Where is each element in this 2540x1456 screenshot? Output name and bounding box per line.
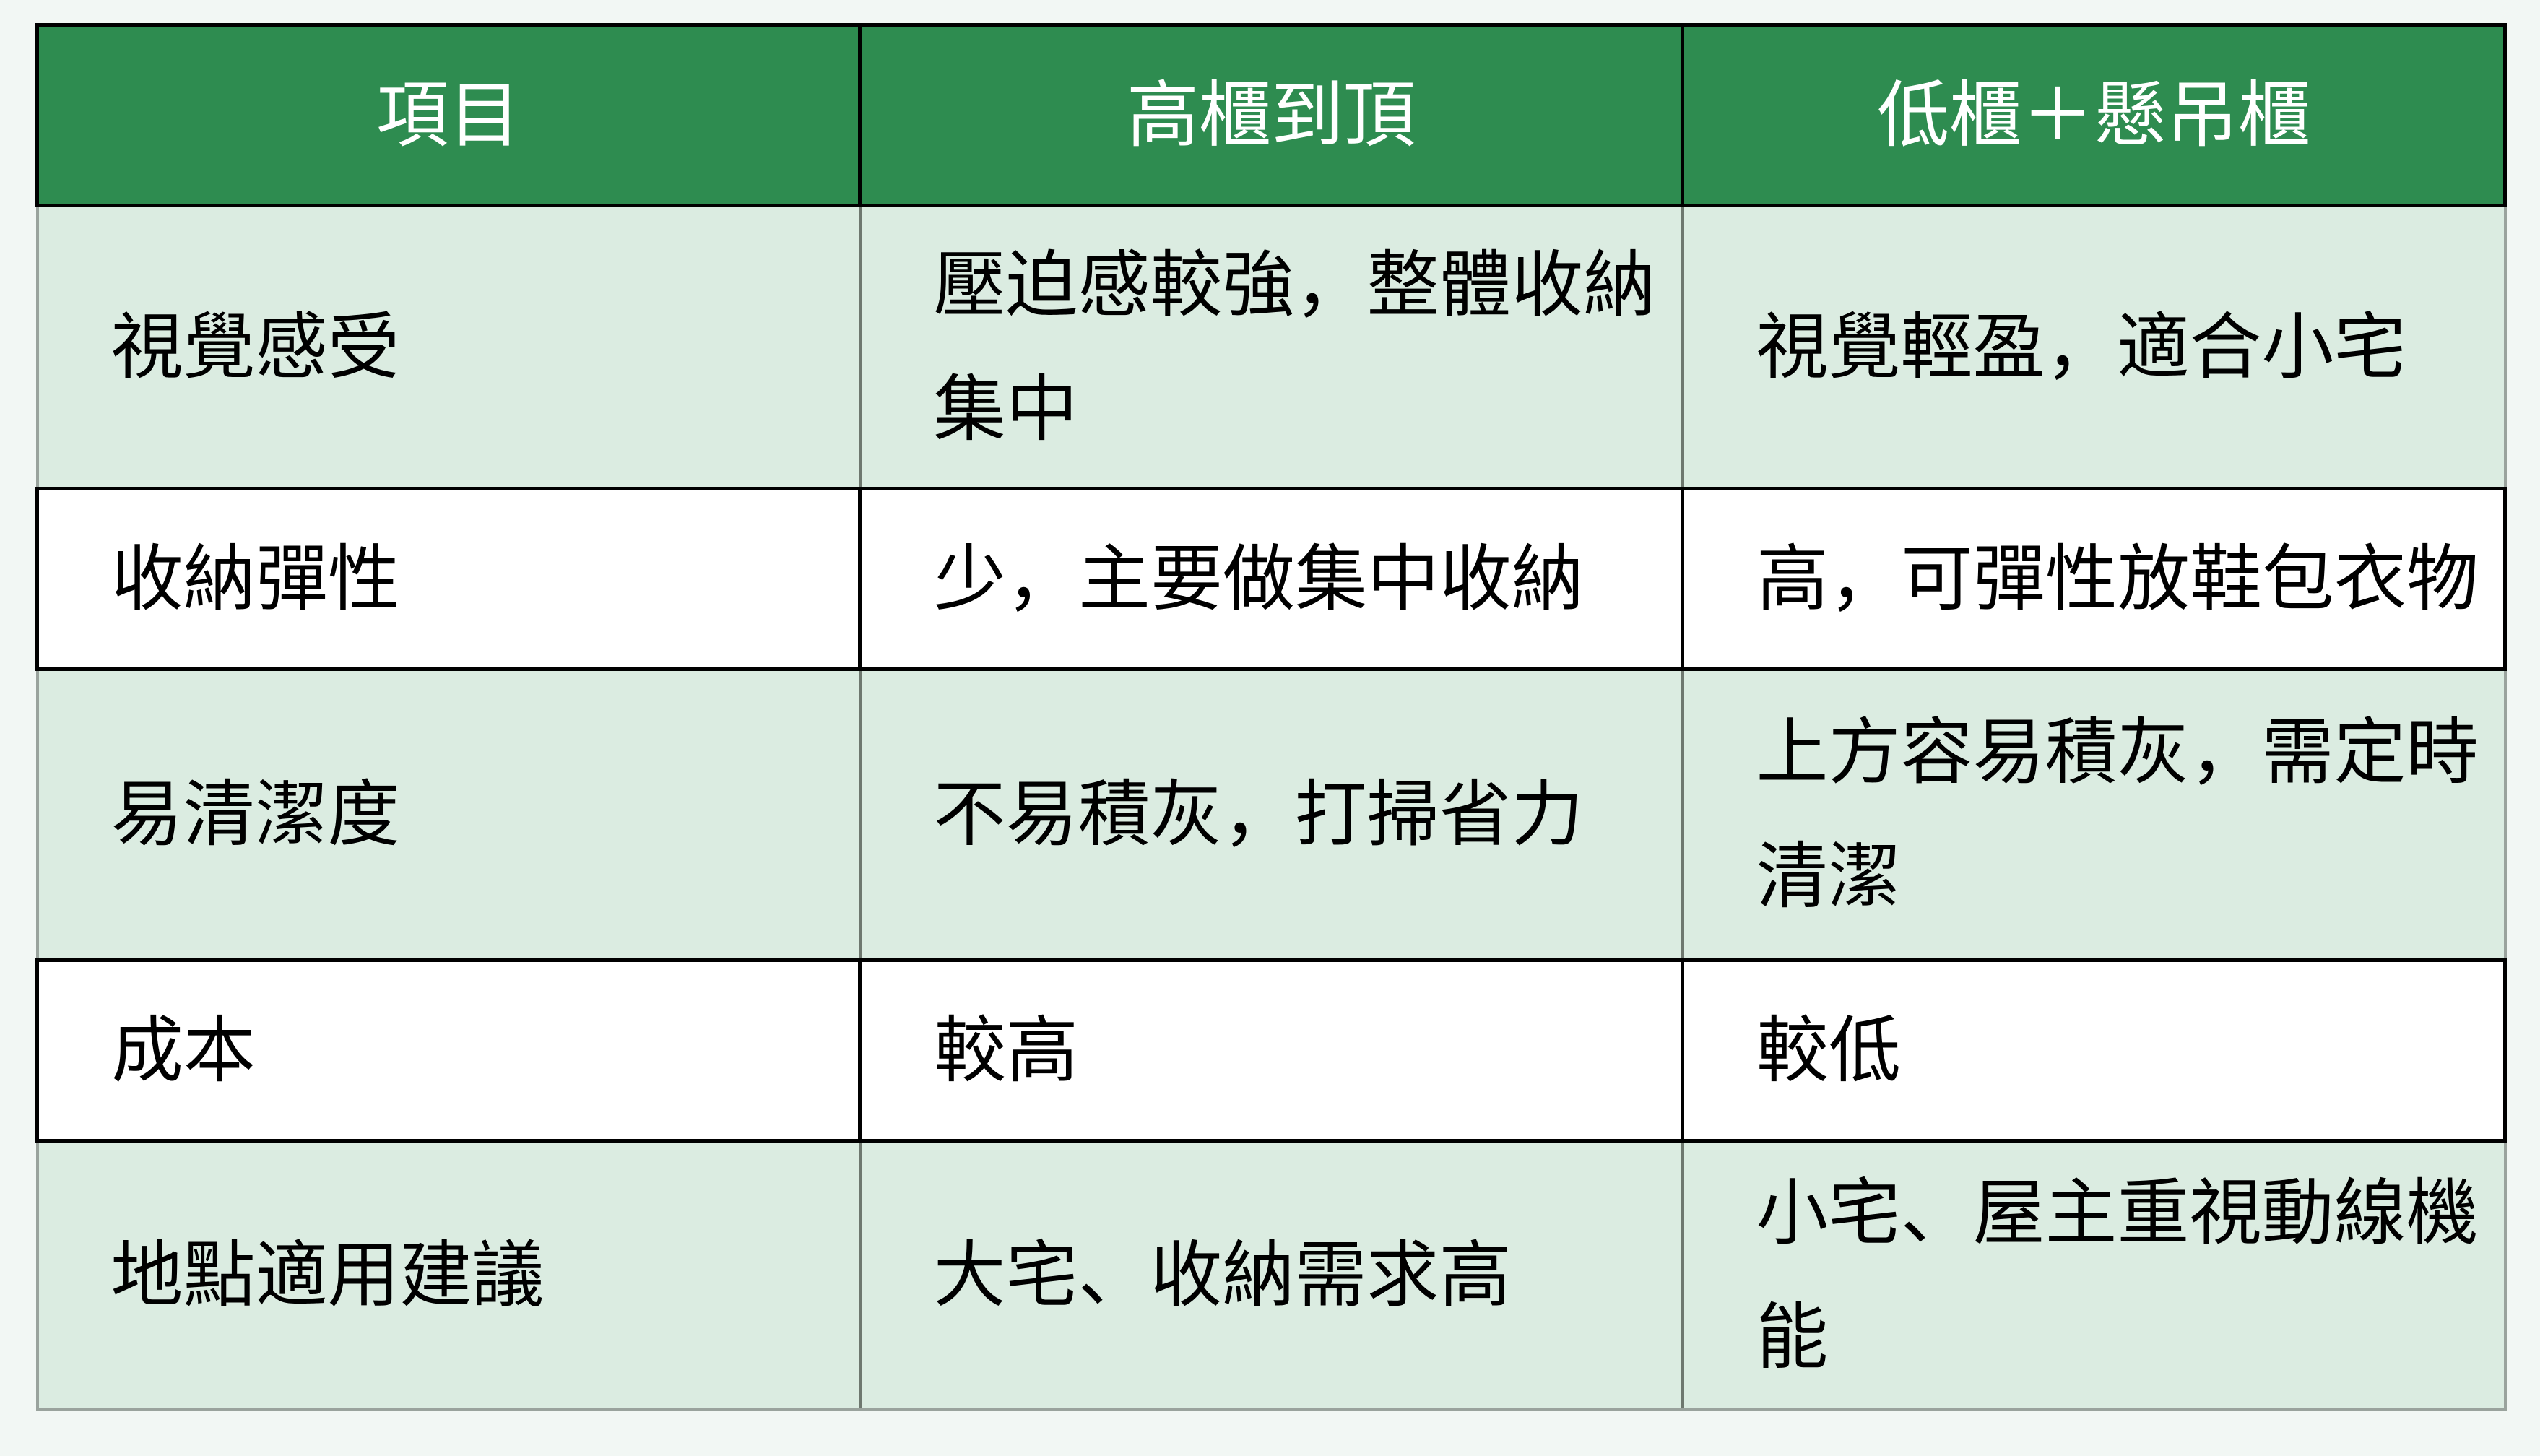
comparison-table: 項目 高櫃到頂 低櫃＋懸吊櫃 視覺感受 壓迫感較強，整體收納集中 視覺輕盈，適合… [35,23,2507,1411]
row-label-cell: 地點適用建議 [35,1139,862,1411]
header-row: 項目 高櫃到頂 低櫃＋懸吊櫃 [35,23,2507,207]
header-cell-low-plus-hanging-cabinet: 低櫃＋懸吊櫃 [1681,23,2507,207]
value-cell: 上方容易積灰，需定時清潔 [1681,667,2507,962]
value-cell: 少，主要做集中收納 [858,487,1684,671]
value-cell: 壓迫感較強，整體收納集中 [858,204,1684,490]
table-row-cost: 成本 較高 較低 [35,958,2507,1143]
row-label-cell: 易清潔度 [35,667,862,962]
value-cell: 大宅、收納需求高 [858,1139,1684,1411]
row-label-cell: 收納彈性 [35,487,862,671]
row-label-cell: 視覺感受 [35,204,862,490]
table-row-visual-feel: 視覺感受 壓迫感較強，整體收納集中 視覺輕盈，適合小宅 [35,204,2507,490]
value-cell: 較低 [1681,958,2507,1143]
value-cell: 視覺輕盈，適合小宅 [1681,204,2507,490]
header-cell-item: 項目 [35,23,862,207]
value-cell: 不易積灰，打掃省力 [858,667,1684,962]
header-cell-tall-cabinet: 高櫃到頂 [858,23,1684,207]
table-row-storage-flexibility: 收納彈性 少，主要做集中收納 高，可彈性放鞋包衣物 [35,487,2507,671]
value-cell: 較高 [858,958,1684,1143]
row-label-cell: 成本 [35,958,862,1143]
table-row-suitability-advice: 地點適用建議 大宅、收納需求高 小宅、屋主重視動線機能 [35,1139,2507,1411]
table-row-ease-of-cleaning: 易清潔度 不易積灰，打掃省力 上方容易積灰，需定時清潔 [35,667,2507,962]
value-cell: 高，可彈性放鞋包衣物 [1681,487,2507,671]
value-cell: 小宅、屋主重視動線機能 [1681,1139,2507,1411]
